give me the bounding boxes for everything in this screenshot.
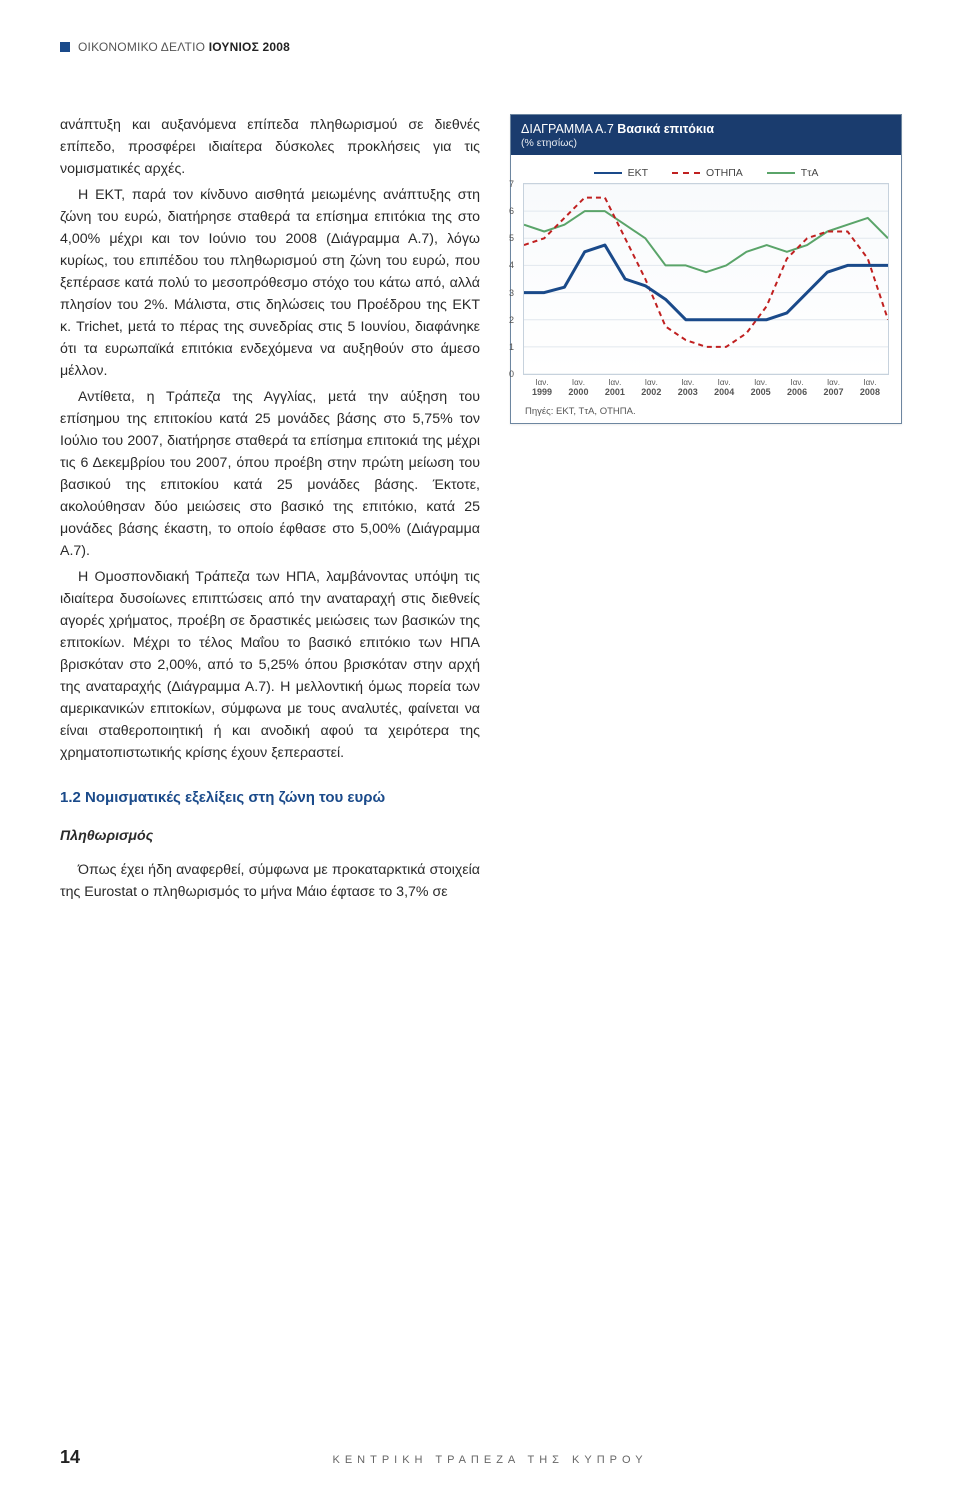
x-tick-label: Ιαν.1999 [525, 378, 559, 397]
x-tick-label: Ιαν.2006 [780, 378, 814, 397]
legend-swatch-ekt [594, 172, 622, 174]
legend-label-othpa: ΟΤΗΠΑ [706, 167, 743, 179]
header-light: ΟΙΚΟΝΟΜΙΚΟ ΔΕΛΤΙΟ [78, 40, 205, 54]
x-tick-label: Ιαν.2008 [853, 378, 887, 397]
section-title: 1.2 Νομισματικές εξελίξεις στη ζώνη του … [60, 786, 480, 809]
chart-plot: 01234567 [523, 183, 889, 375]
y-tick-label: 2 [509, 315, 514, 325]
paragraph: Η Ομοσπονδιακή Τράπεζα των ΗΠΑ, λαμβάνον… [60, 566, 480, 764]
chart-subtitle: (% ετησίως) [521, 137, 891, 149]
page-footer: 14 ΚΕΝΤΡΙΚΗ ΤΡΑΠΕΖΑ ΤΗΣ ΚΥΠΡΟΥ [60, 1447, 900, 1468]
legend-label-ekt: ΕΚΤ [628, 167, 648, 179]
page-number: 14 [60, 1447, 80, 1468]
x-tick-label: Ιαν.2005 [744, 378, 778, 397]
report-header: ΟΙΚΟΝΟΜΙΚΟ ΔΕΛΤΙΟ ΙΟΥΝΙΟΣ 2008 [60, 40, 900, 54]
x-tick-label: Ιαν.2000 [561, 378, 595, 397]
x-tick-label: Ιαν.2001 [598, 378, 632, 397]
y-tick-label: 7 [509, 179, 514, 189]
subsection-title: Πληθωρισμός [60, 825, 480, 847]
y-tick-label: 4 [509, 260, 514, 270]
chart-title-prefix: ΔΙΑΓΡΑΜΜΑ Α.7 [521, 122, 617, 136]
y-tick-label: 6 [509, 206, 514, 216]
legend-item-ekt: ΕΚΤ [594, 167, 648, 179]
chart-sources: Πηγές: ΕΚΤ, ΤτΑ, ΟΤΗΠΑ. [523, 397, 889, 417]
paragraph: Αντίθετα, η Τράπεζα της Αγγλίας, μετά τη… [60, 386, 480, 562]
chart-header: ΔΙΑΓΡΑΜΜΑ Α.7 Βασικά επιτόκια (% ετησίως… [511, 115, 901, 155]
x-tick-label: Ιαν.2007 [817, 378, 851, 397]
content-row: ανάπτυξη και αυξανόμενα επίπεδα πληθωρισ… [60, 114, 900, 907]
paragraph: Όπως έχει ήδη αναφερθεί, σύμφωνα με προκ… [60, 859, 480, 903]
legend-swatch-othpa [672, 172, 700, 174]
figure-column: ΔΙΑΓΡΑΜΜΑ Α.7 Βασικά επιτόκια (% ετησίως… [510, 114, 902, 907]
y-tick-label: 0 [509, 369, 514, 379]
chart-box: ΔΙΑΓΡΑΜΜΑ Α.7 Βασικά επιτόκια (% ετησίως… [510, 114, 902, 424]
y-tick-label: 1 [509, 342, 514, 352]
chart-area: ΕΚΤ ΟΤΗΠΑ ΤτΑ 01234567 Ιαν.1999Ιαν.2000Ι… [511, 155, 901, 423]
paragraph: Η ΕΚΤ, παρά τον κίνδυνο αισθητά μειωμένη… [60, 184, 480, 382]
header-bold: ΙΟΥΝΙΟΣ 2008 [209, 40, 290, 54]
legend-item-tta: ΤτΑ [767, 167, 819, 179]
legend-item-othpa: ΟΤΗΠΑ [672, 167, 743, 179]
chart-xaxis: Ιαν.1999Ιαν.2000Ιαν.2001Ιαν.2002Ιαν.2003… [523, 378, 889, 397]
body-column: ανάπτυξη και αυξανόμενα επίπεδα πληθωρισ… [60, 114, 480, 907]
page: ΟΙΚΟΝΟΜΙΚΟ ΔΕΛΤΙΟ ΙΟΥΝΙΟΣ 2008 ανάπτυξη … [0, 0, 960, 1496]
chart-legend: ΕΚΤ ΟΤΗΠΑ ΤτΑ [523, 167, 889, 179]
legend-swatch-tta [767, 172, 795, 174]
chart-title-bold: Βασικά επιτόκια [617, 122, 714, 136]
y-tick-label: 3 [509, 288, 514, 298]
header-text: ΟΙΚΟΝΟΜΙΚΟ ΔΕΛΤΙΟ ΙΟΥΝΙΟΣ 2008 [78, 40, 290, 54]
x-tick-label: Ιαν.2002 [634, 378, 668, 397]
x-tick-label: Ιαν.2003 [671, 378, 705, 397]
x-tick-label: Ιαν.2004 [707, 378, 741, 397]
header-bullet [60, 42, 70, 52]
paragraph: ανάπτυξη και αυξανόμενα επίπεδα πληθωρισ… [60, 114, 480, 180]
footer-org: ΚΕΝΤΡΙΚΗ ΤΡΑΠΕΖΑ ΤΗΣ ΚΥΠΡΟΥ [80, 1454, 900, 1466]
y-tick-label: 5 [509, 233, 514, 243]
legend-label-tta: ΤτΑ [801, 167, 819, 179]
